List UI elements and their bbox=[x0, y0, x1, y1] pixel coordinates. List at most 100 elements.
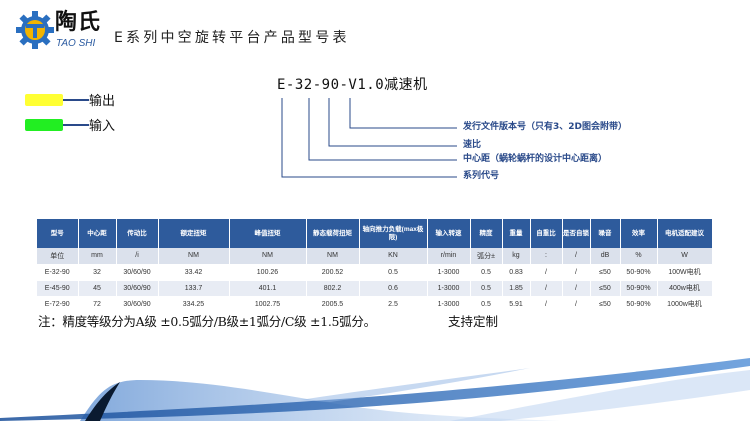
table-cell: 100W电机 bbox=[657, 264, 713, 281]
legend-label: 输入 bbox=[89, 119, 116, 134]
column-header: 是否自锁 bbox=[562, 219, 591, 248]
table-cell: % bbox=[620, 248, 658, 265]
table-cell: 单位 bbox=[37, 248, 79, 265]
code-part-series: 系列代号 bbox=[463, 171, 500, 181]
brand-name-en: TAO SHI bbox=[56, 38, 96, 49]
code-part-ratio: 速比 bbox=[463, 140, 482, 150]
column-header: 自重比 bbox=[530, 219, 563, 248]
model-code: E-32-90-V1.0减速机 bbox=[277, 77, 428, 93]
column-header: 额定扭矩 bbox=[158, 219, 230, 248]
table-cell: 32 bbox=[78, 264, 117, 281]
table-cell: 133.7 bbox=[158, 280, 230, 297]
table-cell: 1-3000 bbox=[427, 264, 471, 281]
table-cell: W bbox=[657, 248, 713, 265]
table-cell: 0.5 bbox=[470, 280, 503, 297]
table-cell: 334.25 bbox=[158, 296, 230, 313]
gear-logo-icon bbox=[16, 11, 54, 49]
table-cell: 30/60/90 bbox=[116, 296, 159, 313]
table-cell: 400w电机 bbox=[657, 280, 713, 297]
green-swatch bbox=[25, 118, 63, 131]
table-cell: 弧分± bbox=[470, 248, 503, 265]
table-header: 型号 中心距 传动比 额定扭矩 峰值扭矩 静态载荷扭矩 轴向推力负载(max极限) 输入转速精… bbox=[37, 219, 713, 248]
column-header: 中心距 bbox=[78, 219, 117, 248]
units-row: 单位 mm/i NM NM NM KN r/min 弧分± kg: / dB% W bbox=[37, 248, 713, 265]
table-cell: E-45-90 bbox=[37, 280, 79, 297]
legend-input: 输入 bbox=[25, 115, 115, 134]
table-cell: r/min bbox=[427, 248, 471, 265]
table-cell: /i bbox=[116, 248, 159, 265]
column-header: 静态载荷扭矩 bbox=[306, 219, 360, 248]
table-cell: 200.52 bbox=[306, 264, 360, 281]
table-cell: 802.2 bbox=[306, 280, 360, 297]
table-cell: 0.5 bbox=[359, 264, 428, 281]
table-cell: 1.85 bbox=[502, 280, 531, 297]
yellow-swatch bbox=[25, 93, 63, 106]
table-cell: ≤50 bbox=[590, 296, 621, 313]
column-header: 重量 bbox=[502, 219, 531, 248]
table-cell: / bbox=[562, 248, 591, 265]
table-cell: / bbox=[562, 264, 591, 281]
table-cell: 50-90% bbox=[620, 264, 658, 281]
table-cell: 50-90% bbox=[620, 280, 658, 297]
table-cell: ≤50 bbox=[590, 280, 621, 297]
legend-label: 输出 bbox=[89, 94, 116, 109]
table-row: E-45-90 45 30/60/90 133.7 401.1 802.2 0.6 1-300… bbox=[37, 280, 713, 297]
table-cell: / bbox=[562, 296, 591, 313]
column-header: 噪音 bbox=[590, 219, 621, 248]
table-cell: 0.5 bbox=[470, 264, 503, 281]
code-part-version: 发行文件版本号（只有3、2D图会附带） bbox=[463, 122, 627, 132]
brand-name: 陶氏 bbox=[55, 10, 102, 35]
column-header: 输入转速 bbox=[427, 219, 471, 248]
table-row: E-72-90 72 30/60/90 334.25 1002.75 2005.5 2.5 1… bbox=[37, 296, 713, 313]
table-cell: 30/60/90 bbox=[116, 264, 159, 281]
table-cell: 30/60/90 bbox=[116, 280, 159, 297]
table-cell: NM bbox=[229, 248, 307, 265]
column-header: 精度 bbox=[470, 219, 503, 248]
table-cell: 1000w电机 bbox=[657, 296, 713, 313]
table-row: E-32-90 32 30/60/90 33.42 100.26 200.52 0.5 1-3… bbox=[37, 264, 713, 281]
column-header: 传动比 bbox=[116, 219, 159, 248]
custom-note: 支持定制 bbox=[448, 314, 499, 329]
column-header: 型号 bbox=[37, 219, 79, 248]
column-header: 效率 bbox=[620, 219, 658, 248]
code-part-center-distance: 中心距（蜗轮蜗杆的设计中心距离） bbox=[463, 154, 608, 164]
table-cell: ≤50 bbox=[590, 264, 621, 281]
decorative-wave bbox=[0, 358, 750, 421]
table-cell: 401.1 bbox=[229, 280, 307, 297]
table-cell: 33.42 bbox=[158, 264, 230, 281]
table-cell: 1002.75 bbox=[229, 296, 307, 313]
table-cell: E-72-90 bbox=[37, 296, 79, 313]
legend-line bbox=[63, 123, 89, 126]
table-cell: 0.5 bbox=[470, 296, 503, 313]
page-title: E系列中空旋转平台产品型号表 bbox=[114, 30, 350, 46]
table-cell: / bbox=[530, 264, 563, 281]
model-table: 型号 中心距 传动比 额定扭矩 峰值扭矩 静态载荷扭矩 轴向推力负载(max极限) 输入转速精… bbox=[37, 219, 713, 313]
table-cell: dB bbox=[590, 248, 621, 265]
table-cell: / bbox=[530, 280, 563, 297]
table-cell: 0.83 bbox=[502, 264, 531, 281]
legend-output: 输出 bbox=[25, 90, 115, 109]
table-cell: 2005.5 bbox=[306, 296, 360, 313]
precision-note: 注：精度等级分为A级 ±0.5弧分/B级±1弧分/C级 ±1.5弧分。 bbox=[38, 314, 376, 329]
table-cell: / bbox=[530, 296, 563, 313]
table-cell: : bbox=[530, 248, 563, 265]
table-cell: 1-3000 bbox=[427, 280, 471, 297]
table-cell: 0.6 bbox=[359, 280, 428, 297]
column-header: 轴向推力负载(max极限) bbox=[359, 219, 428, 248]
table-cell: kg bbox=[502, 248, 531, 265]
table-cell: 45 bbox=[78, 280, 117, 297]
table-cell: 5.91 bbox=[502, 296, 531, 313]
table-cell: 1-3000 bbox=[427, 296, 471, 313]
table-cell: mm bbox=[78, 248, 117, 265]
table-cell: 50-90% bbox=[620, 296, 658, 313]
table-cell: 100.26 bbox=[229, 264, 307, 281]
table-cell: / bbox=[562, 280, 591, 297]
column-header: 电机适配建议 bbox=[657, 219, 713, 248]
legend-line bbox=[63, 98, 89, 101]
table-cell: 72 bbox=[78, 296, 117, 313]
table-cell: 2.5 bbox=[359, 296, 428, 313]
table-cell: NM bbox=[306, 248, 360, 265]
table-cell: KN bbox=[359, 248, 428, 265]
code-breakdown-lines bbox=[281, 98, 457, 178]
column-header: 峰值扭矩 bbox=[229, 219, 307, 248]
